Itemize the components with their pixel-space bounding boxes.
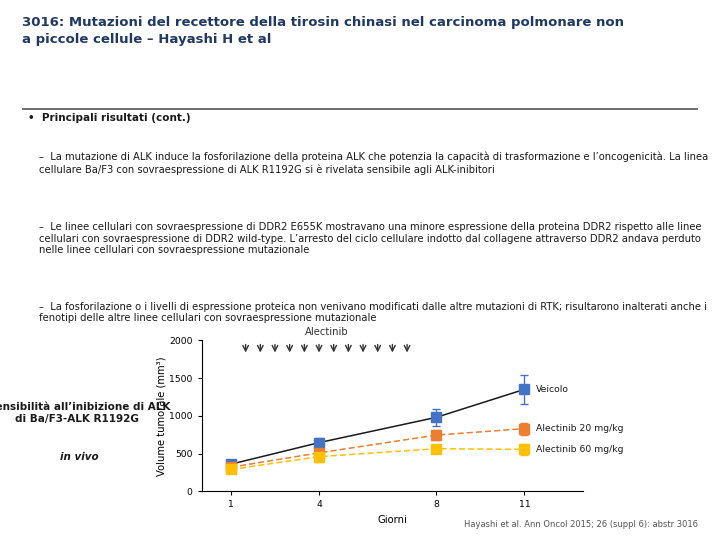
Y-axis label: Volume tumorale (mm³): Volume tumorale (mm³) [156,356,166,476]
Text: Alectinib: Alectinib [305,327,348,337]
Text: in vivo: in vivo [60,452,99,462]
Text: –  Le linee cellulari con sovraespressione di DDR2 E655K mostravano una minore e: – Le linee cellulari con sovraespression… [39,222,701,255]
X-axis label: Giorni: Giorni [377,515,408,525]
Text: Alectinib 60 mg/kg: Alectinib 60 mg/kg [536,445,624,454]
Text: Alectinib 20 mg/kg: Alectinib 20 mg/kg [536,424,624,433]
Text: –  La fosforilazione o i livelli di espressione proteica non venivano modificati: – La fosforilazione o i livelli di espre… [39,302,706,323]
Text: Sensibilità all’inibizione di ALK
di Ba/F3-ALK R1192G: Sensibilità all’inibizione di ALK di Ba/… [0,402,171,424]
Text: Veicolo: Veicolo [536,385,570,394]
Text: 3016: Mutazioni del recettore della tirosin chinasi nel carcinoma polmonare non
: 3016: Mutazioni del recettore della tiro… [22,16,624,46]
Text: –  La mutazione di ALK induce la fosforilazione della proteina ALK che potenzia : – La mutazione di ALK induce la fosforil… [39,152,708,174]
Text: Hayashi et al. Ann Oncol 2015; 26 (suppl 6): abstr 3016: Hayashi et al. Ann Oncol 2015; 26 (suppl… [464,520,698,529]
Text: •  Principali risultati (cont.): • Principali risultati (cont.) [28,113,191,124]
